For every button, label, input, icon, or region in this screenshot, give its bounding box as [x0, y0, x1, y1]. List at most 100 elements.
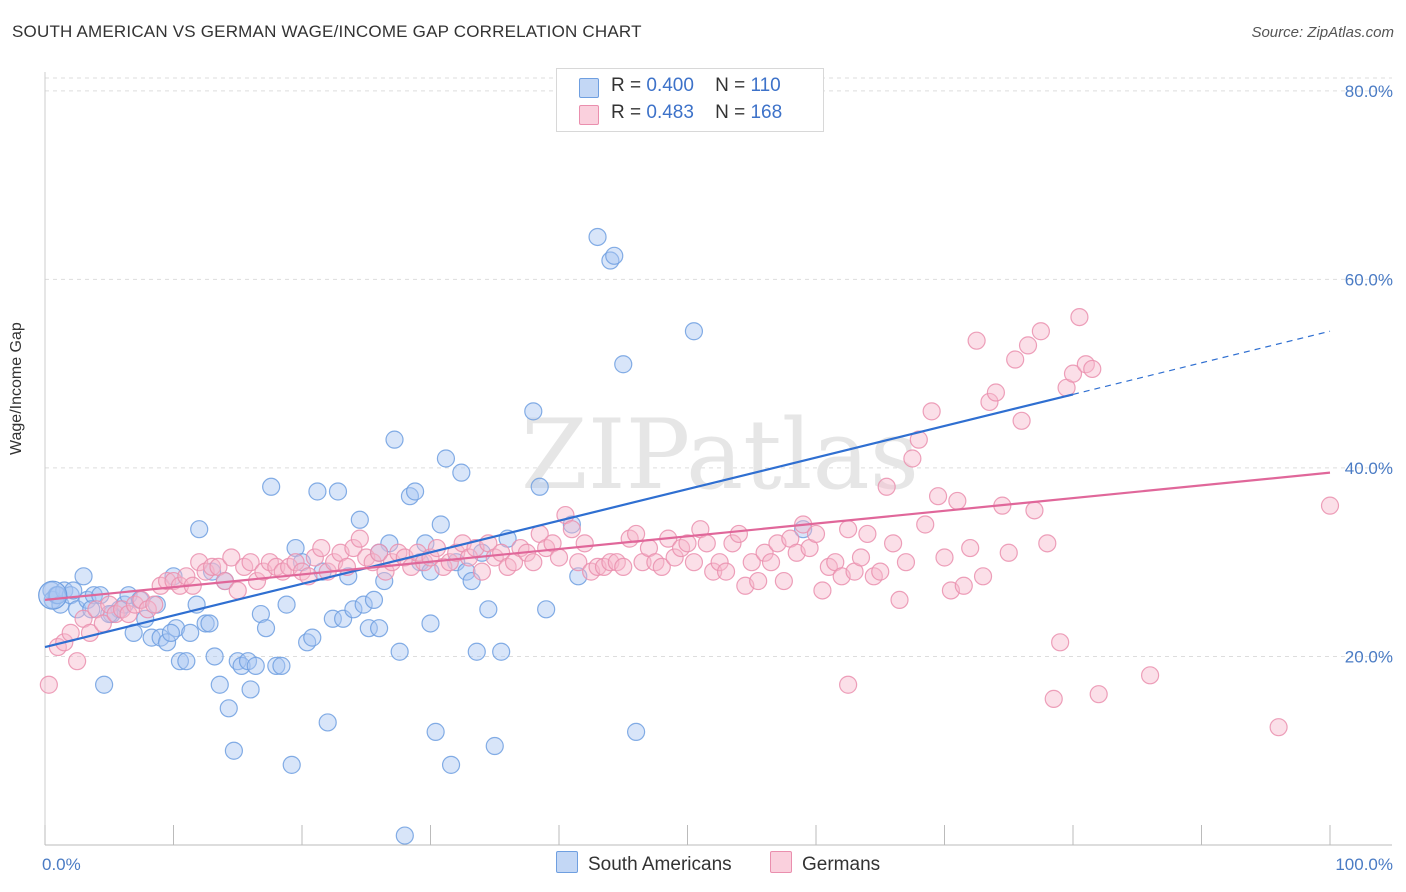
point-germans — [710, 553, 729, 572]
point-south-americans — [354, 595, 373, 614]
point-south-americans — [177, 652, 196, 671]
point-germans — [549, 548, 569, 567]
point-south-americans — [241, 680, 260, 699]
trend-line-extension — [1072, 330, 1331, 395]
x-tick-label-start: 0.0% — [42, 855, 81, 874]
point-south-americans — [181, 623, 200, 642]
point-south-americans — [359, 619, 378, 638]
point-south-americans — [605, 246, 624, 265]
point-south-americans — [308, 482, 327, 501]
bottom-legend-label: Germans — [802, 854, 881, 875]
point-germans — [524, 553, 543, 572]
point-germans — [928, 487, 948, 506]
point-south-americans — [318, 713, 337, 732]
bottom-legend-germans: Germans — [770, 851, 880, 876]
point-south-americans — [479, 600, 498, 619]
point-germans — [68, 652, 87, 671]
point-south-americans — [385, 430, 404, 449]
point-south-americans — [219, 699, 238, 718]
point-south-americans — [684, 322, 704, 341]
point-germans — [986, 383, 1006, 402]
point-germans — [575, 534, 594, 553]
point-germans — [202, 557, 222, 577]
point-germans — [742, 553, 761, 572]
point-south-americans — [38, 580, 68, 610]
legend-n-label: N = — [715, 102, 746, 123]
point-south-americans — [82, 600, 101, 619]
point-germans — [241, 553, 260, 572]
x-tick-label-end: 100.0% — [1335, 855, 1393, 874]
point-south-americans — [272, 656, 291, 675]
point-germans — [871, 562, 890, 581]
point-south-americans — [390, 642, 409, 661]
point-germans — [1320, 496, 1340, 515]
point-germans — [729, 524, 749, 544]
point-germans — [652, 557, 671, 577]
point-germans — [954, 576, 973, 595]
point-germans — [1051, 633, 1070, 652]
point-germans — [119, 604, 138, 624]
point-germans — [665, 548, 684, 567]
legend-swatch-blue — [579, 78, 599, 98]
legend-n-value: 110 — [750, 75, 781, 96]
series-germans-points — [39, 307, 1340, 737]
point-germans — [228, 581, 247, 600]
point-south-americans — [416, 534, 435, 553]
x-tick-labels: 0.0% 100.0% — [42, 855, 1393, 874]
point-germans — [678, 534, 697, 553]
point-south-americans — [626, 722, 646, 741]
point-south-americans — [452, 463, 471, 482]
point-germans — [716, 562, 736, 581]
point-germans — [839, 675, 858, 694]
point-germans — [614, 557, 633, 577]
point-germans — [1089, 685, 1108, 704]
point-germans — [749, 571, 768, 591]
point-germans — [1018, 336, 1038, 355]
legend-r-value: 0.400 — [646, 75, 694, 96]
series-south-americans-points — [38, 227, 813, 845]
point-germans — [896, 553, 916, 572]
point-germans — [916, 515, 935, 534]
point-south-americans — [95, 675, 114, 694]
point-germans — [961, 538, 980, 558]
point-south-americans — [350, 510, 369, 529]
point-south-americans — [426, 722, 445, 741]
point-south-americans — [375, 571, 394, 591]
point-germans — [774, 571, 793, 591]
point-germans — [222, 548, 241, 567]
point-south-americans — [431, 515, 450, 534]
trend-line-south-americans — [44, 393, 1074, 649]
point-south-americans — [421, 614, 440, 633]
point-germans — [344, 538, 363, 558]
point-south-americans — [364, 590, 384, 610]
point-south-americans — [524, 402, 543, 421]
point-south-americans — [224, 741, 243, 760]
point-south-americans — [562, 515, 581, 534]
point-germans — [755, 543, 774, 562]
y-tick-label: 20.0% — [1345, 647, 1393, 666]
point-south-americans — [323, 609, 342, 628]
point-germans — [858, 524, 877, 544]
point-south-americans — [328, 482, 348, 501]
bottom-legend-label: South Americans — [588, 854, 732, 875]
point-south-americans — [441, 755, 461, 774]
legend-r-label: R = — [611, 102, 642, 123]
legend-swatch-pink — [579, 105, 599, 125]
point-germans — [890, 590, 909, 610]
point-south-americans — [74, 567, 93, 586]
point-germans — [839, 520, 858, 539]
point-south-americans — [467, 642, 486, 661]
point-south-americans — [370, 619, 389, 638]
point-germans — [1012, 411, 1031, 430]
point-south-americans — [282, 755, 301, 774]
point-germans — [562, 520, 581, 539]
point-germans — [806, 524, 826, 544]
bottom-legend-swatch-blue — [556, 851, 578, 873]
point-germans — [813, 581, 832, 600]
point-germans — [472, 562, 491, 581]
point-south-americans — [588, 227, 607, 247]
point-south-americans — [537, 600, 556, 619]
bottom-legend-swatch-pink — [770, 851, 792, 873]
point-germans — [440, 553, 459, 572]
legend-r-label: R = — [611, 75, 642, 96]
